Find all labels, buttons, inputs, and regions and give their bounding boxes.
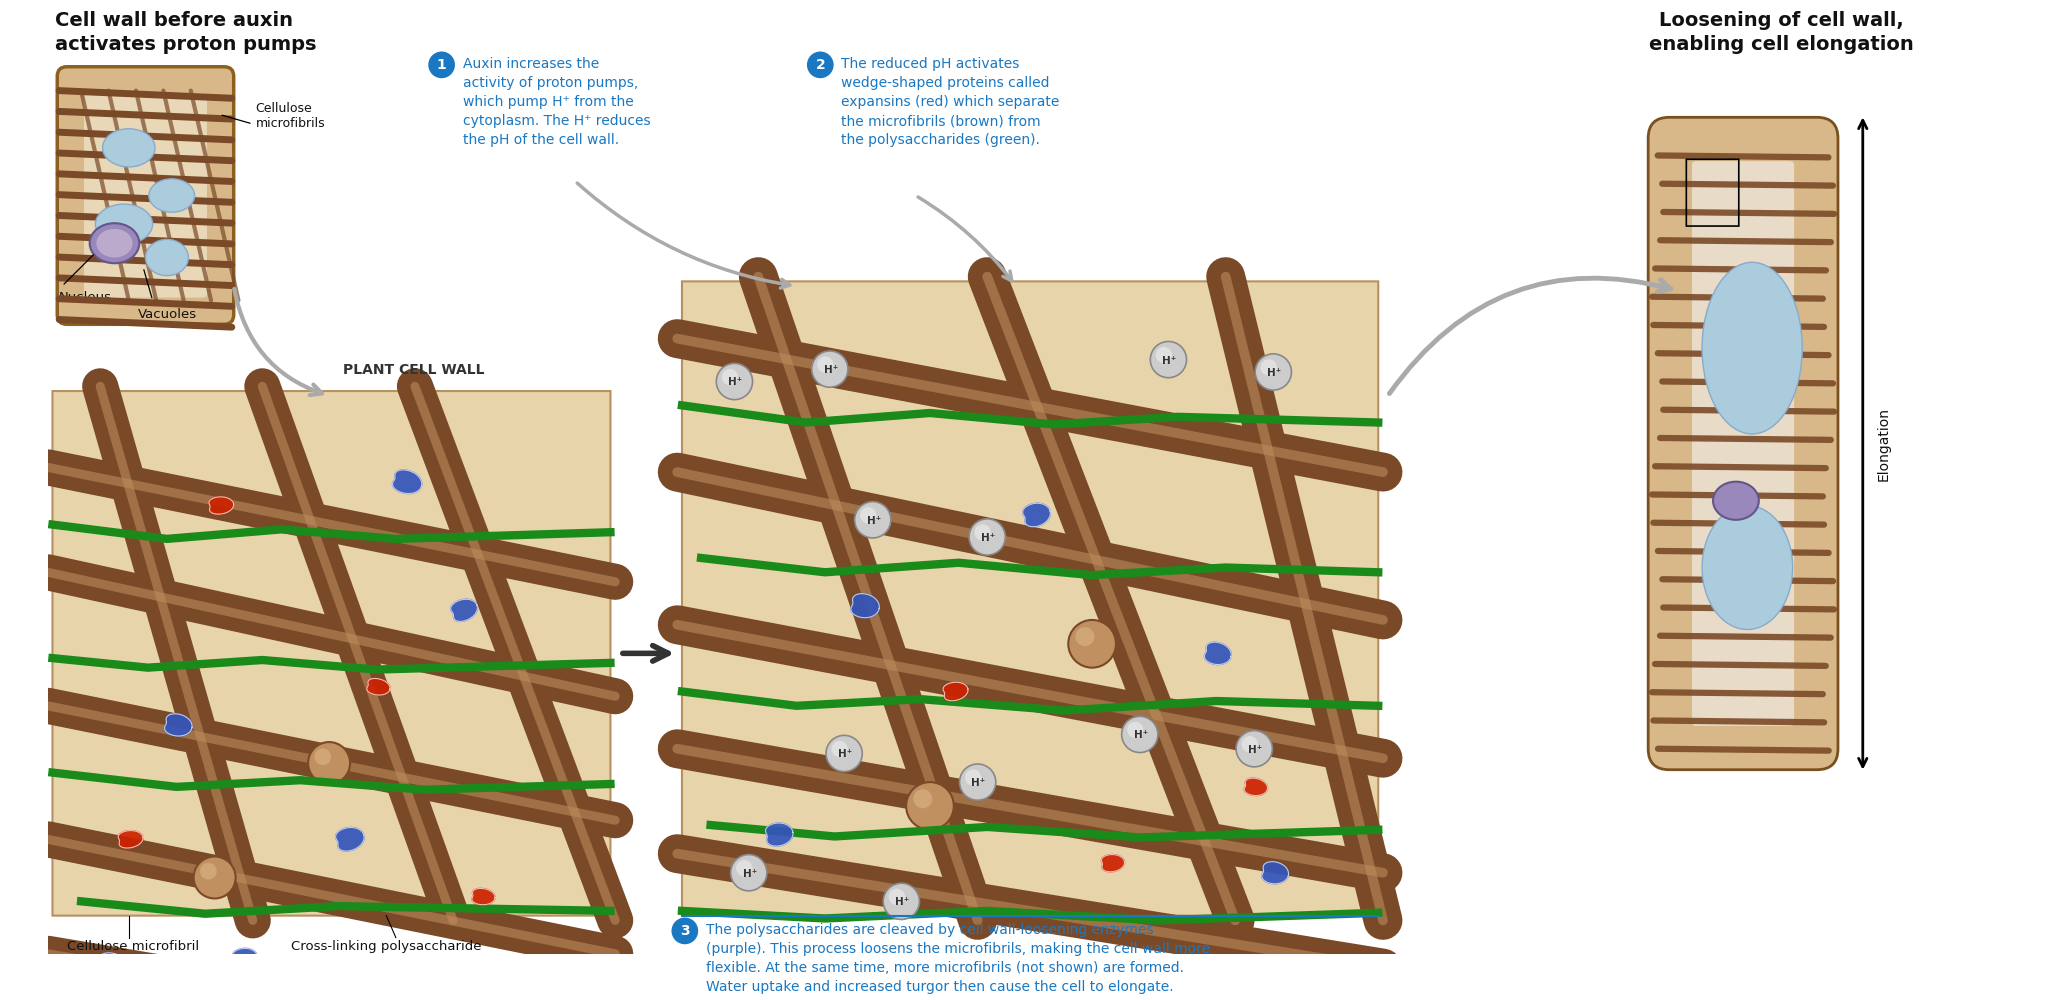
Text: H⁺: H⁺ [981, 533, 995, 543]
Circle shape [1237, 731, 1272, 767]
Circle shape [717, 363, 752, 400]
Text: Cellulose microfibril: Cellulose microfibril [66, 940, 198, 953]
Circle shape [200, 863, 217, 880]
Text: 3: 3 [679, 924, 690, 938]
Text: Nucleus: Nucleus [60, 291, 112, 304]
FancyBboxPatch shape [85, 93, 206, 298]
Circle shape [832, 741, 849, 757]
Circle shape [968, 519, 1006, 555]
Text: Vacuoles: Vacuoles [138, 308, 198, 321]
Circle shape [960, 764, 995, 800]
Circle shape [975, 524, 991, 541]
Circle shape [731, 855, 766, 891]
Text: H⁺: H⁺ [896, 897, 909, 907]
Text: H⁺: H⁺ [838, 749, 853, 759]
Circle shape [1076, 627, 1094, 646]
Text: 2: 2 [816, 58, 826, 72]
Polygon shape [851, 594, 880, 618]
Text: H⁺: H⁺ [1247, 745, 1262, 755]
Polygon shape [368, 678, 390, 695]
Text: The reduced pH activates
wedge-shaped proteins called
expansins (red) which sepa: The reduced pH activates wedge-shaped pr… [840, 57, 1059, 147]
Polygon shape [1262, 862, 1289, 884]
Circle shape [1256, 354, 1291, 390]
Polygon shape [473, 888, 496, 905]
FancyBboxPatch shape [1691, 161, 1794, 726]
Text: Elongation: Elongation [1877, 407, 1889, 481]
Circle shape [314, 748, 330, 765]
Polygon shape [1101, 855, 1125, 872]
Text: H⁺: H⁺ [971, 778, 985, 788]
Text: H⁺: H⁺ [867, 516, 882, 526]
Polygon shape [165, 714, 192, 736]
Circle shape [1121, 716, 1158, 753]
Circle shape [888, 889, 904, 905]
Circle shape [812, 351, 849, 387]
Circle shape [964, 769, 981, 786]
Text: H⁺: H⁺ [1134, 730, 1148, 740]
Circle shape [913, 789, 933, 808]
Ellipse shape [1702, 262, 1803, 434]
Ellipse shape [95, 204, 153, 244]
Ellipse shape [1702, 506, 1792, 630]
Circle shape [818, 356, 834, 373]
Text: Cellulose
microfibrils: Cellulose microfibrils [256, 102, 326, 130]
Polygon shape [118, 831, 142, 848]
Text: Cross-linking polysaccharide: Cross-linking polysaccharide [291, 940, 481, 953]
Circle shape [884, 883, 919, 919]
Polygon shape [1245, 778, 1268, 796]
Polygon shape [209, 497, 233, 514]
Text: Auxin increases the
activity of proton pumps,
which pump H⁺ from the
cytoplasm. : Auxin increases the activity of proton p… [463, 57, 650, 147]
Polygon shape [337, 828, 363, 851]
Circle shape [671, 918, 698, 944]
Polygon shape [450, 599, 477, 621]
Polygon shape [766, 823, 793, 846]
Circle shape [826, 735, 863, 772]
Polygon shape [1022, 503, 1051, 527]
Text: Cell wall before auxin
activates proton pumps: Cell wall before auxin activates proton … [56, 11, 316, 54]
Circle shape [1241, 736, 1258, 752]
Ellipse shape [1714, 482, 1759, 520]
Polygon shape [392, 470, 421, 494]
Text: H⁺: H⁺ [1163, 356, 1177, 366]
Circle shape [907, 782, 954, 830]
Text: H⁺: H⁺ [729, 377, 743, 387]
Circle shape [807, 52, 834, 78]
Circle shape [194, 857, 235, 898]
Circle shape [735, 860, 752, 876]
Circle shape [1068, 620, 1115, 668]
Text: PLANT CELL WALL: PLANT CELL WALL [343, 363, 485, 377]
Text: The polysaccharides are cleaved by cell wall-loosening enzymes
(purple). This pr: The polysaccharides are cleaved by cell … [706, 923, 1210, 994]
Ellipse shape [145, 239, 188, 276]
Polygon shape [944, 682, 968, 701]
Circle shape [859, 507, 876, 523]
Polygon shape [99, 953, 126, 974]
Polygon shape [233, 948, 258, 969]
Circle shape [308, 742, 351, 784]
Text: H⁺: H⁺ [743, 869, 758, 879]
Text: 1: 1 [438, 58, 446, 72]
FancyBboxPatch shape [58, 67, 233, 324]
Circle shape [427, 52, 454, 78]
Circle shape [1156, 347, 1173, 363]
Text: H⁺: H⁺ [824, 365, 838, 375]
Ellipse shape [89, 223, 138, 263]
Circle shape [723, 369, 737, 385]
FancyBboxPatch shape [681, 281, 1377, 916]
FancyBboxPatch shape [52, 391, 611, 916]
Text: H⁺: H⁺ [1268, 368, 1282, 378]
Circle shape [1260, 359, 1276, 376]
Ellipse shape [149, 179, 194, 212]
Circle shape [855, 502, 890, 538]
Ellipse shape [97, 229, 132, 258]
Ellipse shape [103, 129, 155, 167]
Polygon shape [1204, 642, 1231, 665]
FancyBboxPatch shape [1648, 117, 1838, 770]
Circle shape [1127, 722, 1144, 738]
Circle shape [1150, 341, 1187, 378]
Text: Loosening of cell wall,
enabling cell elongation: Loosening of cell wall, enabling cell el… [1648, 11, 1914, 54]
